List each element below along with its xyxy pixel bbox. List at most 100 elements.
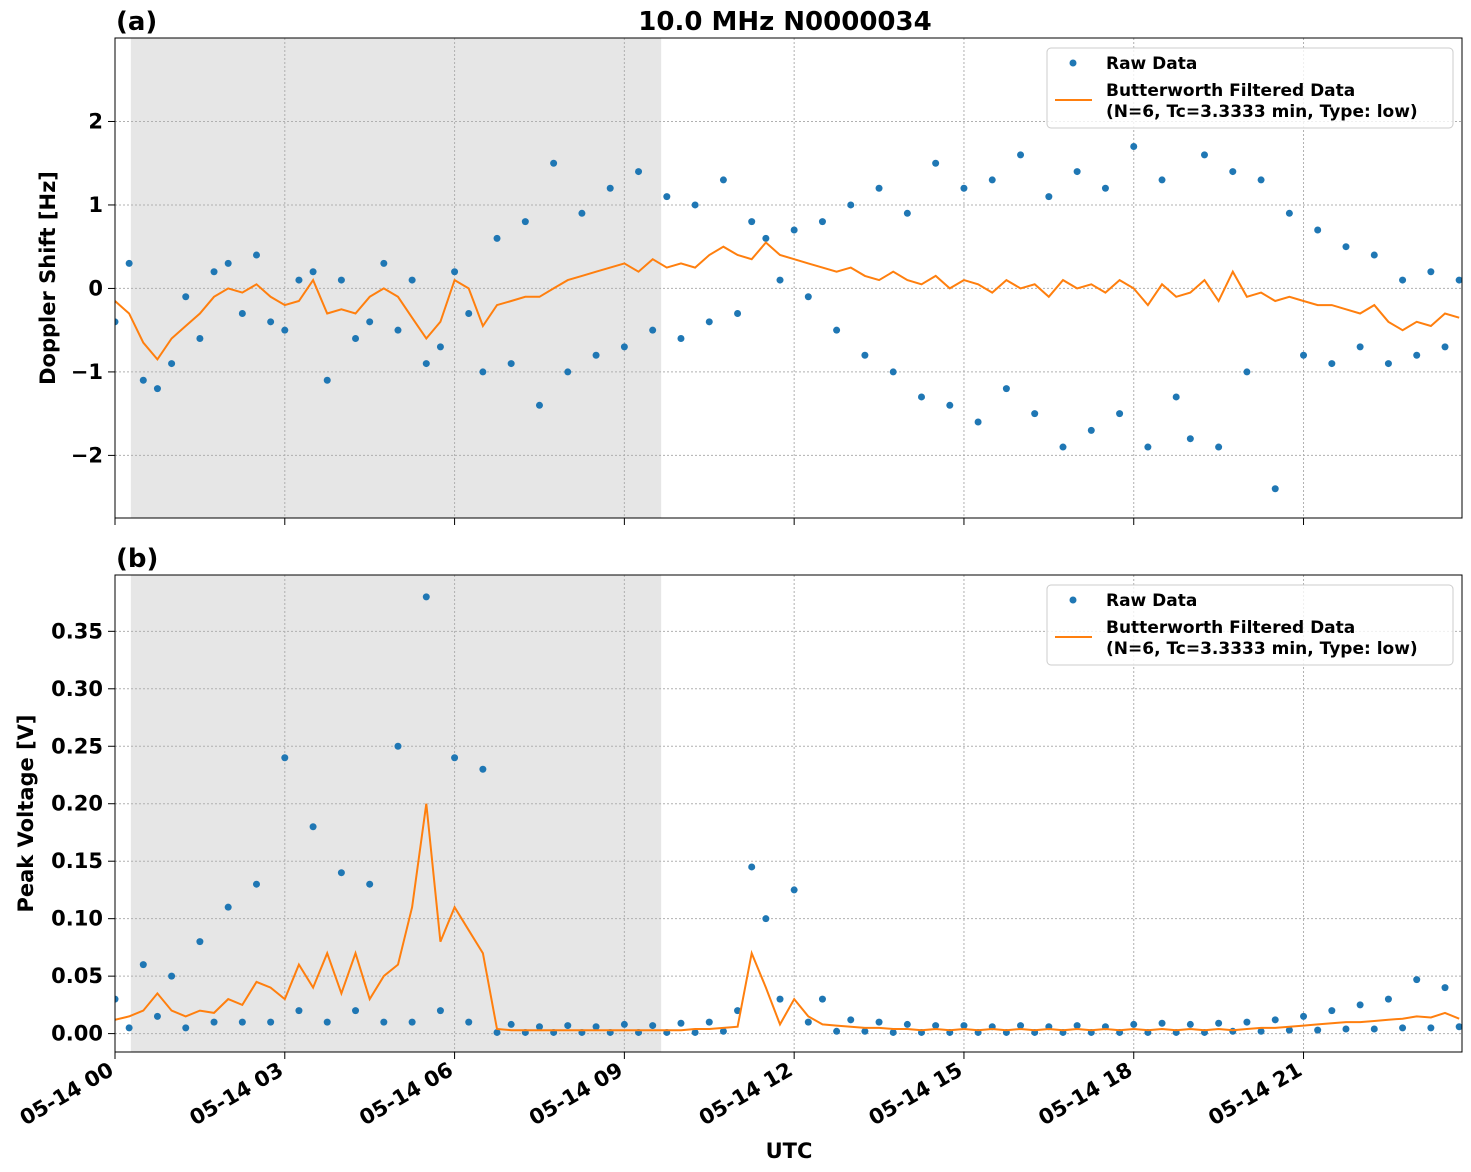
raw-point — [295, 1007, 303, 1015]
raw-point — [620, 1020, 628, 1028]
y-tick-label: 0.25 — [51, 734, 103, 758]
raw-point — [408, 1018, 416, 1026]
y-tick-label: 0.15 — [51, 849, 103, 873]
raw-point — [281, 754, 289, 762]
x-tick-label: 05-14 00 — [16, 1058, 118, 1131]
raw-point — [196, 938, 204, 946]
x-tick-label: 05-14 21 — [1204, 1058, 1306, 1131]
raw-point — [960, 1022, 968, 1030]
x-axis-label: UTC — [766, 1139, 813, 1163]
raw-point — [734, 309, 742, 317]
plot-area — [115, 143, 1462, 493]
raw-point — [168, 972, 176, 980]
raw-point — [1243, 1018, 1251, 1026]
raw-point — [1328, 360, 1336, 368]
raw-point — [932, 1022, 940, 1030]
raw-point — [281, 326, 289, 334]
raw-point — [790, 886, 798, 894]
y-tick-label: 0.05 — [51, 964, 103, 988]
raw-point — [210, 1018, 218, 1026]
raw-point — [394, 326, 402, 334]
raw-point — [1031, 410, 1039, 418]
raw-point — [535, 401, 543, 409]
x-tick-label: 05-14 15 — [865, 1058, 967, 1131]
axes-frame — [114, 574, 1463, 1053]
raw-point — [1130, 143, 1138, 151]
x-tick-label: 05-14 09 — [525, 1058, 627, 1131]
raw-point — [1271, 485, 1279, 493]
raw-point — [649, 1022, 657, 1030]
raw-point — [465, 309, 473, 317]
raw-point — [1229, 1027, 1237, 1035]
raw-point — [493, 234, 501, 242]
panel-label: (a) — [116, 7, 157, 37]
raw-point — [182, 293, 190, 301]
raw-point — [861, 351, 869, 359]
raw-point — [1455, 276, 1462, 284]
raw-point — [1073, 1022, 1081, 1030]
raw-point — [1370, 251, 1378, 259]
raw-point — [889, 1028, 897, 1036]
raw-point — [352, 1007, 360, 1015]
raw-point — [451, 754, 459, 762]
raw-point — [507, 1020, 515, 1028]
y-tick-label: 0.35 — [51, 619, 103, 643]
raw-point — [252, 880, 260, 888]
y-tick-label: 0.10 — [51, 907, 103, 931]
raw-point — [1017, 1022, 1025, 1030]
y-tick-label: 0 — [88, 276, 103, 300]
raw-point — [932, 159, 940, 167]
y-tick-label: 0.20 — [51, 792, 103, 816]
raw-point — [1399, 1024, 1407, 1032]
raw-point — [1017, 151, 1025, 159]
raw-point — [1059, 443, 1067, 451]
raw-point — [210, 268, 218, 276]
raw-point — [1300, 1012, 1308, 1020]
raw-point — [847, 201, 855, 209]
raw-point — [875, 1018, 883, 1026]
legend-label: Raw Data — [1106, 591, 1197, 611]
raw-point — [1243, 368, 1251, 376]
raw-point — [337, 276, 345, 284]
filtered-line — [115, 803, 1460, 1032]
raw-point — [762, 234, 770, 242]
raw-point — [1342, 243, 1350, 251]
legend-label: Butterworth Filtered Data (N=6, Tc=3.3333… — [1106, 81, 1418, 122]
raw-point — [550, 159, 558, 167]
y-tick-label: 0.00 — [51, 1022, 103, 1046]
raw-point — [734, 1007, 742, 1015]
raw-point — [1384, 360, 1392, 368]
raw-point — [946, 401, 954, 409]
raw-point — [1158, 176, 1166, 184]
legend-label: Raw Data — [1106, 54, 1197, 74]
raw-point — [1427, 1024, 1435, 1032]
raw-point — [436, 1007, 444, 1015]
raw-point — [1300, 351, 1308, 359]
raw-point — [465, 1018, 473, 1026]
y-tick-label: −2 — [71, 443, 103, 467]
raw-point — [677, 335, 685, 343]
raw-point — [776, 995, 784, 1003]
raw-point — [1101, 184, 1109, 192]
raw-point — [1399, 276, 1407, 284]
raw-point — [436, 343, 444, 351]
raw-point — [1257, 176, 1265, 184]
raw-point — [903, 1020, 911, 1028]
raw-point — [224, 903, 232, 911]
raw-point — [875, 184, 883, 192]
raw-point — [408, 276, 416, 284]
raw-point — [663, 193, 671, 201]
raw-point — [1328, 1007, 1336, 1015]
raw-point — [1441, 343, 1449, 351]
raw-point — [1186, 435, 1194, 443]
raw-point — [125, 1024, 133, 1032]
raw-point — [903, 209, 911, 217]
raw-point — [649, 326, 657, 334]
raw-point — [521, 218, 529, 226]
raw-point — [535, 1023, 543, 1031]
y-tick-label: 2 — [88, 109, 103, 133]
raw-point — [1116, 410, 1124, 418]
raw-point — [153, 385, 161, 393]
raw-point — [139, 961, 147, 969]
